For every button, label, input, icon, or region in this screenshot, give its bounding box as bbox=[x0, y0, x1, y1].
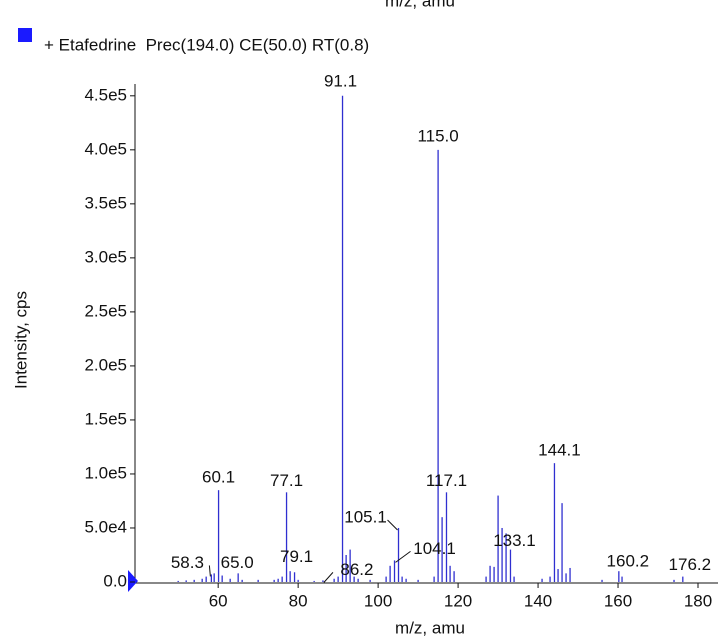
peak-label: 86.2 bbox=[340, 560, 373, 579]
x-axis-title: m/z, amu bbox=[395, 618, 465, 637]
peak-label: 133.1 bbox=[493, 531, 536, 550]
peak-label: 105.1 bbox=[344, 507, 387, 526]
x-tick-label: 160 bbox=[604, 591, 632, 610]
leader-line bbox=[208, 565, 211, 577]
y-tick-label: 3.5e5 bbox=[84, 193, 127, 212]
y-tick-label: 2.0e5 bbox=[84, 355, 127, 374]
y-axis-title: Intensity, cps bbox=[11, 291, 30, 389]
peak-label: 117.1 bbox=[426, 471, 467, 490]
peak-label: 77.1 bbox=[270, 471, 303, 490]
leader-line bbox=[323, 572, 334, 583]
x-tick-label: 120 bbox=[444, 591, 472, 610]
peak-label: 115.0 bbox=[417, 126, 458, 145]
y-tick-label: 4.5e5 bbox=[84, 85, 127, 104]
legend-swatch bbox=[18, 28, 32, 42]
x-tick-label: 180 bbox=[684, 591, 712, 610]
peak-label: 79.1 bbox=[280, 547, 313, 566]
y-tick-label: 2.5e5 bbox=[84, 301, 127, 320]
header-fragment: m/z, amu bbox=[385, 0, 455, 10]
peak-label: 65.0 bbox=[221, 553, 254, 572]
leader-line bbox=[387, 519, 398, 531]
peak-label: 58.3 bbox=[171, 553, 204, 572]
y-tick-label: 3.0e5 bbox=[84, 247, 127, 266]
peak-label: 60.1 bbox=[202, 468, 235, 487]
x-tick-label: 80 bbox=[289, 591, 308, 610]
leader-line bbox=[395, 550, 411, 563]
peak-label: 144.1 bbox=[538, 441, 581, 460]
peak-label: 176.2 bbox=[669, 555, 712, 574]
x-tick-label: 60 bbox=[209, 591, 228, 610]
y-tick-label: 4.0e5 bbox=[84, 139, 127, 158]
peak-label: 104.1 bbox=[413, 539, 456, 558]
baseline-marker bbox=[128, 570, 138, 592]
peak-label: 160.2 bbox=[607, 552, 650, 571]
x-tick-label: 140 bbox=[524, 591, 552, 610]
legend-label: + Etafedrine Prec(194.0) CE(50.0) RT(0.8… bbox=[44, 35, 369, 54]
y-tick-label: 0.0 bbox=[103, 571, 127, 590]
peak-label: 91.1 bbox=[324, 71, 357, 90]
y-tick-label: 5.0e4 bbox=[84, 517, 127, 536]
y-tick-label: 1.5e5 bbox=[84, 409, 127, 428]
x-tick-label: 100 bbox=[364, 591, 392, 610]
y-tick-label: 1.0e5 bbox=[84, 463, 127, 482]
